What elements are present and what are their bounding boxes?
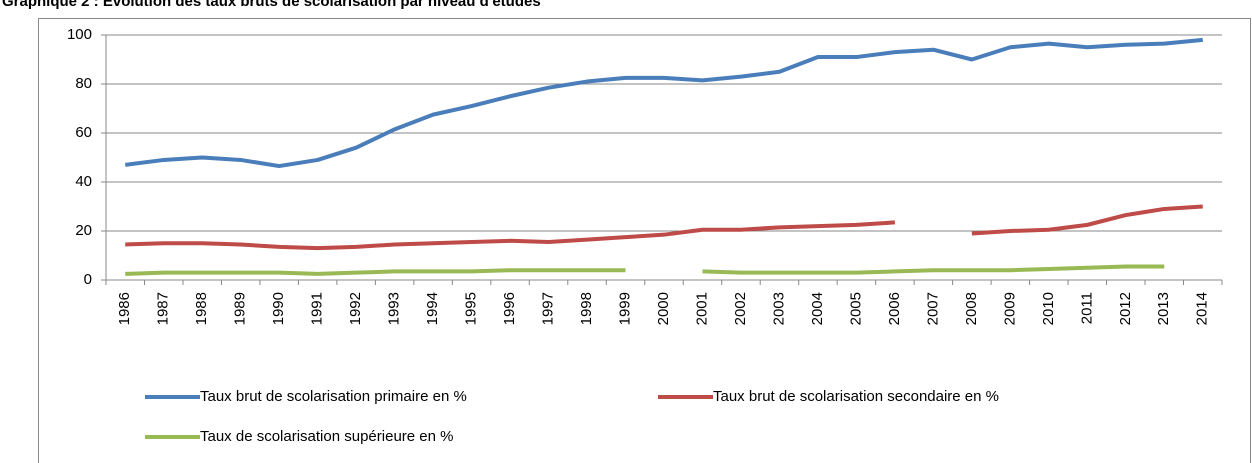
x-tick-label: 2006: [886, 292, 903, 325]
y-tick-label: 40: [75, 173, 92, 190]
x-tick-label: 1992: [347, 292, 364, 325]
x-tick-label: 2014: [1194, 292, 1211, 325]
series-line: [702, 264, 1165, 275]
x-tick-label: 1988: [193, 292, 210, 325]
y-tick-label: 0: [84, 271, 92, 288]
x-tick-label: 2004: [809, 292, 826, 325]
x-tick-label: 1987: [155, 292, 172, 325]
x-tick-label: 2002: [732, 292, 749, 325]
x-tick-label: 2000: [655, 292, 672, 325]
x-tick-label: 1993: [386, 292, 403, 325]
x-tick-label: 1994: [424, 292, 441, 325]
x-tick-label: 2005: [847, 292, 864, 325]
x-tick-label: 1995: [463, 292, 480, 325]
x-tick-label: 2010: [1040, 292, 1057, 325]
y-tick-label: 60: [75, 124, 92, 141]
y-tick-label: 80: [75, 75, 92, 92]
legend-label: Taux brut de scolarisation secondaire en…: [713, 388, 999, 405]
series-line: [125, 220, 896, 251]
x-tick-label: 2009: [1001, 292, 1018, 325]
legend-label: Taux brut de scolarisation primaire en %: [200, 388, 467, 405]
x-tick-label: 1986: [116, 292, 133, 325]
x-tick-label: 2001: [693, 292, 710, 325]
chart-border: [38, 18, 1251, 463]
x-tick-label: 1997: [540, 292, 557, 325]
x-tick-label: 2013: [1155, 292, 1172, 325]
series-line: [971, 204, 1203, 236]
x-tick-label: 2011: [1078, 292, 1095, 324]
x-tick-label: 1991: [309, 292, 326, 325]
x-tick-label: 1998: [578, 292, 595, 325]
x-tick-label: 2003: [770, 292, 787, 325]
x-tick-label: 1999: [616, 292, 633, 325]
legend-label: Taux de scolarisation supérieure en %: [200, 428, 453, 445]
x-tick-label: 2012: [1117, 292, 1134, 325]
series-line: [125, 268, 626, 276]
series-line: [124, 37, 1203, 169]
x-tick-label: 1989: [232, 292, 249, 325]
chart-title: Graphique 2 : Evolution des taux bruts d…: [2, 0, 541, 10]
x-tick-label: 2007: [924, 292, 941, 325]
x-tick-label: 1990: [270, 292, 287, 325]
x-tick-label: 1996: [501, 292, 518, 325]
y-tick-label: 100: [67, 26, 92, 43]
y-tick-label: 20: [75, 222, 92, 239]
x-tick-label: 2008: [963, 292, 980, 325]
